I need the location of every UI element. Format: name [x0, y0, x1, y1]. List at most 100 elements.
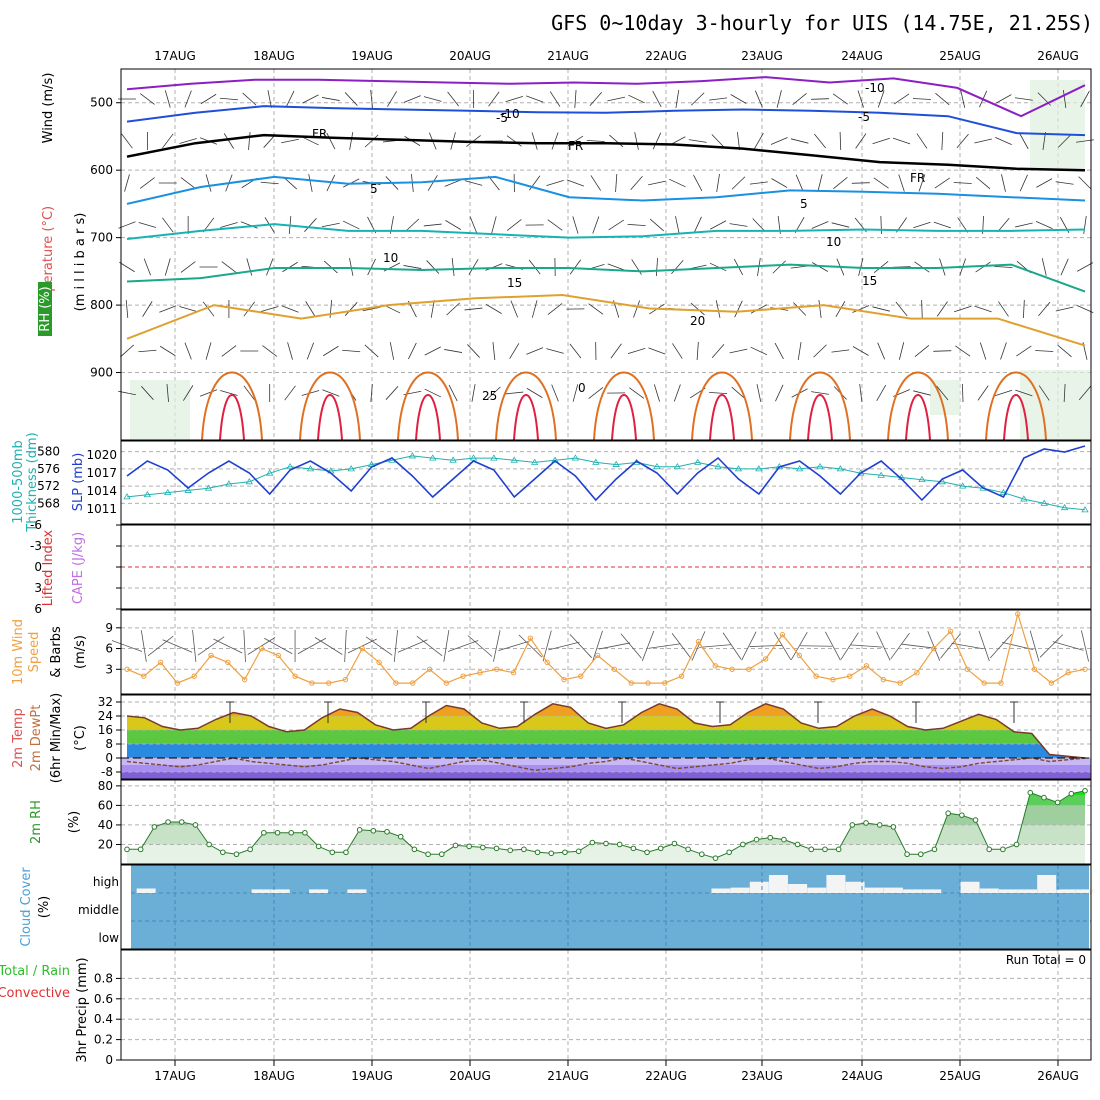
- ylabel-convective: Convective: [0, 986, 70, 1001]
- y-tick-label: 0.8: [94, 971, 113, 985]
- wind10m-barb: [297, 637, 327, 655]
- rh-point: [822, 846, 828, 853]
- wind-barb: [629, 387, 645, 399]
- cold-band: [121, 758, 1091, 765]
- wind10m-point: [342, 676, 349, 683]
- wind-barb: [349, 258, 354, 276]
- wind-barb: [448, 384, 458, 402]
- wind-barb: [184, 90, 192, 108]
- wind-barb: [183, 385, 194, 401]
- wind10m-barb: [518, 634, 543, 658]
- ylabel-minmax: (6hr Min/Max): [49, 693, 64, 783]
- wind-barb: [164, 258, 171, 276]
- wind10m-point: [981, 680, 987, 686]
- wind-barb: [818, 300, 822, 318]
- y-tick-label: 60: [98, 798, 113, 812]
- rh-point: [863, 820, 869, 826]
- thickness-point: [204, 484, 213, 491]
- rh-point: [1041, 794, 1047, 801]
- y-tick-label: 9: [105, 621, 113, 635]
- isotherm-label: -5: [858, 110, 870, 124]
- date-label-top: 18AUG: [253, 49, 295, 63]
- isotherm-label: 15: [507, 276, 522, 290]
- wind10m-point: [174, 680, 181, 686]
- wind-barb: [423, 96, 442, 102]
- high-cloud-bar: [711, 888, 731, 893]
- wind-barb: [403, 265, 422, 269]
- isotherm-label: 20: [690, 314, 705, 328]
- wind-barb: [631, 259, 642, 275]
- thickness-point: [551, 456, 559, 463]
- wind10m-point: [527, 635, 534, 641]
- high-cloud-bar: [883, 887, 903, 893]
- wind-barb: [615, 173, 618, 193]
- rh-point: [466, 843, 472, 850]
- ylabel-rh: RH (%): [38, 286, 53, 331]
- wind-barb: [1042, 132, 1046, 150]
- isotherm-FR: [126, 133, 1086, 172]
- wind-barb: [471, 384, 476, 402]
- wind10m-barb: [569, 634, 592, 658]
- wind-barb: [648, 180, 666, 186]
- date-label-top: 17AUG: [154, 49, 196, 63]
- wind10m-point: [746, 666, 752, 672]
- wind-barb: [124, 174, 130, 192]
- rh-point: [657, 845, 664, 852]
- wind-barb: [627, 223, 646, 227]
- rh-point: [274, 829, 281, 836]
- isotherm-25-arc: [299, 371, 361, 441]
- high-cloud-bar: [903, 889, 923, 893]
- wind-barb: [242, 92, 257, 106]
- thickness-point: [265, 469, 274, 476]
- rh-point: [603, 840, 609, 847]
- isotherm-25-arc: [789, 371, 851, 441]
- wind-barb: [248, 131, 251, 151]
- wind-barb: [491, 216, 497, 234]
- wind-barb: [730, 94, 747, 104]
- wind-barb: [1019, 174, 1028, 192]
- wind10m-point: [208, 652, 214, 659]
- thickness-point: [836, 465, 845, 472]
- rh-point: [438, 851, 445, 858]
- rh-point: [575, 848, 582, 855]
- high-cloud-bar: [749, 881, 769, 893]
- wind10m-point: [544, 659, 550, 666]
- wind-barb: [608, 219, 624, 231]
- wind10m-barb: [598, 642, 631, 650]
- y-tick-label: 40: [98, 818, 113, 832]
- wind-barb: [795, 174, 804, 192]
- wind-barb: [1016, 345, 1032, 357]
- thickness-point: [306, 465, 315, 472]
- thickness-point: [408, 452, 417, 459]
- wind10m-barb: [671, 632, 692, 660]
- y-tick-label: 3: [105, 662, 113, 676]
- ylabel-total-rain: Total / Rain: [0, 964, 70, 979]
- wind-barb: [589, 91, 603, 107]
- temp-band: [121, 695, 1091, 702]
- wind-barb: [916, 133, 928, 149]
- y-tick-label: 0.4: [94, 1012, 113, 1026]
- temp-dewpt-ylabel: 2m Temp 2m DewPt (6hr Min/Max) (°C): [11, 693, 88, 783]
- wind-barb: [756, 384, 762, 402]
- wind10m-barb: [699, 644, 732, 648]
- high-cloud-bar: [960, 881, 980, 893]
- rh2m-panel: 80 60 40 20: [98, 779, 1092, 865]
- y-tick-label: 16: [98, 723, 113, 737]
- wind-barb: [184, 342, 192, 360]
- wind-barb: [609, 134, 624, 148]
- thickness-point: [755, 465, 763, 472]
- cold-band: [121, 772, 1091, 779]
- date-label-bottom: 24AUG: [841, 1069, 883, 1083]
- wind10m-point: [1048, 680, 1055, 686]
- isotherm-25-arc: [593, 371, 655, 441]
- wind-barb: [464, 307, 483, 311]
- thickness-point: [877, 471, 885, 478]
- date-label-top: 23AUG: [741, 49, 783, 63]
- wind-barb: [1035, 350, 1054, 352]
- thickness-point: [999, 488, 1008, 495]
- wind-barb: [180, 177, 196, 189]
- date-label-bottom: 20AUG: [449, 1069, 491, 1083]
- wind-barb: [467, 344, 480, 358]
- rh-point: [986, 846, 993, 853]
- wind-barb: [652, 132, 662, 150]
